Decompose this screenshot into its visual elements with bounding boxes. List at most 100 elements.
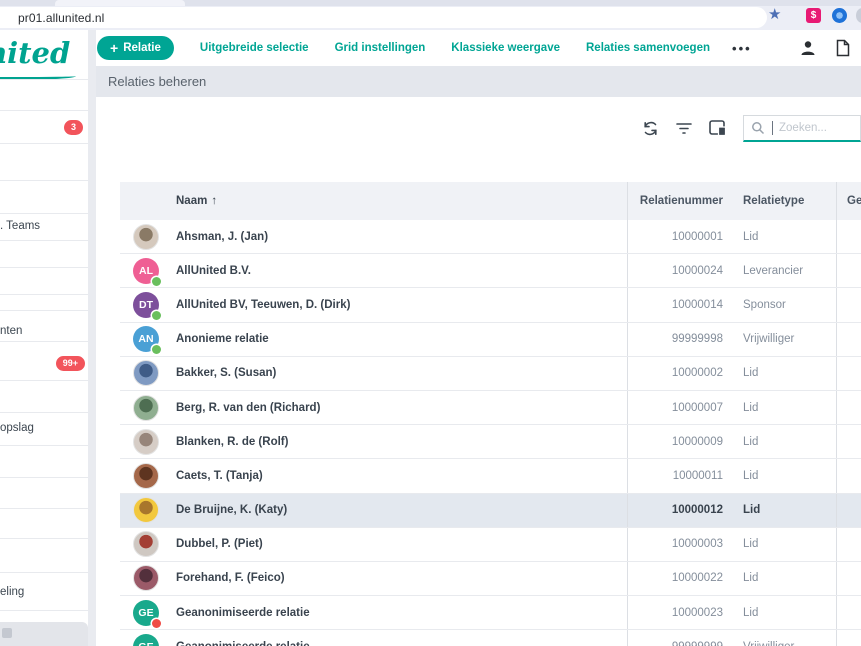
table-row[interactable]: Dubbel, P. (Piet) 10000003 Lid bbox=[120, 527, 861, 562]
column-geboortedatum[interactable]: Geb bbox=[836, 182, 861, 220]
main-panel: + Relatie Uitgebreide selectie Grid inst… bbox=[96, 30, 861, 646]
relation-type: Lid bbox=[743, 572, 759, 585]
extension-dollar-icon[interactable]: $ bbox=[806, 8, 821, 23]
user-icon[interactable] bbox=[799, 39, 817, 57]
table-row[interactable]: GE Geanonimiseerde relatie 10000023 Lid bbox=[120, 596, 861, 631]
filter-icon[interactable] bbox=[675, 120, 693, 136]
relation-type: Lid bbox=[743, 538, 759, 551]
toolbar-link-uitgebreide-selectie[interactable]: Uitgebreide selectie bbox=[199, 42, 309, 54]
search-input[interactable] bbox=[779, 121, 859, 134]
page-title: Relaties beheren bbox=[108, 74, 207, 89]
table-header: Naam↑ Relatienummer Relatietype Geb bbox=[120, 182, 861, 220]
avatar-cell bbox=[120, 394, 176, 421]
avatar-cell: AN bbox=[120, 326, 176, 355]
relation-number: 99999999 bbox=[627, 630, 743, 646]
table-row[interactable]: AL AllUnited B.V. 10000024 Leverancier bbox=[120, 254, 861, 289]
column-relatietype[interactable]: Relatietype bbox=[743, 195, 805, 207]
search-box[interactable] bbox=[743, 114, 861, 142]
relation-name: Berg, R. van den (Richard) bbox=[176, 401, 321, 414]
avatar-photo bbox=[133, 497, 159, 524]
browser-tabstrip bbox=[0, 0, 861, 6]
toolbar-link-relaties-samenvoegen[interactable]: Relaties samenvoegen bbox=[586, 42, 711, 54]
sidebar-divider bbox=[0, 412, 88, 413]
sidebar-item-teams[interactable]: . Teams bbox=[0, 220, 41, 232]
bookmark-star-icon[interactable]: ★ bbox=[768, 6, 782, 23]
extension-blue-icon[interactable] bbox=[832, 8, 847, 23]
avatar-cell: AL bbox=[120, 257, 176, 286]
sidebar-divider bbox=[0, 445, 88, 446]
extension-partial-icon[interactable] bbox=[856, 8, 861, 23]
avatar-photo bbox=[133, 531, 159, 558]
table-row[interactable]: DT AllUnited BV, Teeuwen, D. (Dirk) 100000… bbox=[120, 288, 861, 323]
card-view-icon[interactable] bbox=[708, 119, 728, 137]
table-row[interactable]: Blanken, R. de (Rolf) 10000009 Lid bbox=[120, 425, 861, 460]
avatar-cell: GE bbox=[120, 633, 176, 646]
status-dot bbox=[152, 276, 161, 286]
relation-type: Lid bbox=[743, 469, 759, 482]
avatar-initials: AL bbox=[133, 257, 161, 286]
add-relation-button[interactable]: + Relatie bbox=[97, 36, 174, 60]
avatar-photo bbox=[133, 223, 159, 250]
relation-number: 10000009 bbox=[627, 425, 743, 459]
sidebar-item-eling[interactable]: eling bbox=[0, 586, 25, 598]
birthdate-cell bbox=[836, 527, 861, 561]
table-row[interactable]: Bakker, S. (Susan) 10000002 Lid bbox=[120, 356, 861, 391]
more-options-icon[interactable]: ••• bbox=[732, 40, 752, 56]
birthdate-cell bbox=[836, 254, 861, 288]
sidebar-item-nten[interactable]: nten bbox=[0, 325, 23, 337]
document-icon[interactable] bbox=[835, 39, 851, 57]
relation-type: Leverancier bbox=[743, 264, 804, 277]
column-relatienummer[interactable]: Relatienummer bbox=[627, 182, 743, 220]
avatar-initials: GE bbox=[133, 599, 161, 628]
avatar-photo bbox=[133, 428, 159, 455]
relation-name: Anonieme relatie bbox=[176, 333, 269, 346]
column-naam[interactable]: Naam ↑ bbox=[176, 195, 218, 207]
sidebar-badge-99: 99+ bbox=[55, 356, 85, 371]
table-row[interactable]: GE Geanonimiseerde relatie99999999Vrijwil… bbox=[120, 630, 861, 646]
table-row[interactable]: Forehand, F. (Feico) 10000022 Lid bbox=[120, 561, 861, 597]
relation-number: 10000014 bbox=[627, 288, 743, 322]
toolbar-link-grid-instellingen[interactable]: Grid instellingen bbox=[334, 42, 426, 54]
birthdate-cell bbox=[836, 356, 861, 390]
avatar-photo bbox=[133, 462, 159, 489]
toolbar-link-klassieke-weergave[interactable]: Klassieke weergave bbox=[451, 42, 560, 54]
relation-number: 10000007 bbox=[627, 390, 743, 425]
refresh-icon[interactable] bbox=[641, 119, 660, 138]
relation-number: 10000001 bbox=[627, 220, 743, 254]
sidebar: nited 3 . Teams nten 99+ opslag eling bbox=[0, 30, 88, 646]
table-row[interactable]: Berg, R. van den (Richard) 10000007 Lid bbox=[120, 390, 861, 426]
table-row[interactable]: Caets, T. (Tanja) 10000011 Lid bbox=[120, 459, 861, 494]
avatar-initials: GE bbox=[133, 633, 159, 646]
table-row[interactable]: De Bruijne, K. (Katy) 10000012 Lid bbox=[120, 493, 861, 528]
sidebar-divider bbox=[0, 477, 88, 478]
plus-icon: + bbox=[110, 39, 119, 56]
browser-active-tab[interactable] bbox=[55, 0, 185, 6]
relation-name: Geanonimiseerde relatie bbox=[176, 606, 310, 619]
birthdate-cell bbox=[836, 322, 861, 356]
relation-type: Lid bbox=[743, 401, 759, 414]
avatar-photo bbox=[133, 394, 159, 421]
avatar-cell: GE bbox=[120, 599, 176, 628]
relation-number: 99999998 bbox=[627, 322, 743, 356]
birthdate-cell bbox=[836, 493, 861, 527]
sidebar-divider bbox=[0, 267, 88, 268]
relation-name: De Bruijne, K. (Katy) bbox=[176, 504, 288, 517]
avatar-cell bbox=[120, 223, 176, 250]
table-row[interactable]: AN Anonieme relatie 99999998 Vrijwilliger bbox=[120, 322, 861, 357]
sidebar-item-opslag[interactable]: opslag bbox=[0, 422, 34, 434]
status-dot bbox=[152, 310, 161, 320]
page-header: Relaties beheren bbox=[96, 66, 861, 97]
relation-number: 10000002 bbox=[627, 356, 743, 390]
relation-type: Lid bbox=[743, 606, 759, 619]
relation-type: Vrijwilliger bbox=[743, 641, 836, 646]
sort-asc-icon: ↑ bbox=[211, 195, 218, 207]
table-row[interactable]: Ahsman, J. (Jan) 10000001 Lid bbox=[120, 220, 861, 255]
relation-name: Blanken, R. de (Rolf) bbox=[176, 435, 289, 448]
relation-name: Ahsman, J. (Jan) bbox=[176, 230, 269, 243]
relation-type: Lid bbox=[743, 435, 759, 448]
sidebar-divider bbox=[0, 380, 88, 381]
address-bar[interactable]: pr01.allunited.nl bbox=[0, 7, 767, 28]
search-icon bbox=[752, 121, 765, 134]
sidebar-footer[interactable] bbox=[0, 622, 88, 646]
birthdate-cell bbox=[836, 220, 861, 254]
